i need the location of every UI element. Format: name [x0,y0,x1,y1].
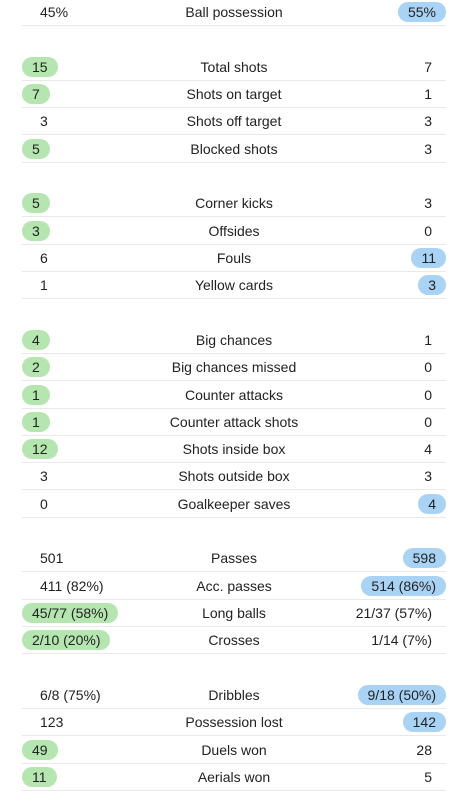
stat-label: Total shots [200,58,268,75]
stat-label: Duels won [201,741,267,758]
away-value: 0 [424,386,432,403]
stat-label: Blocked shots [190,140,278,157]
stat-label: Possession lost [185,714,283,731]
away-value: 3 [424,140,432,157]
stat-row: Shots outside box 3 3 [22,463,446,491]
away-value: 598 [402,548,446,569]
stat-row: Yellow cards 1 3 [22,272,446,300]
stat-label: Shots on target [186,86,282,102]
home-value: 12 [22,439,58,460]
stat-row: Crosses 2/10 (20%) 1/14 (7%) [22,627,446,655]
home-value: 5 [22,193,50,214]
home-value: 3 [40,468,48,485]
home-value: 3 [22,220,50,241]
home-value: 501 [40,550,64,567]
stat-row: Offsides 3 0 [22,218,446,245]
stat-row: Big chances missed 2 0 [22,354,446,382]
away-value: 1 [424,331,432,348]
away-value: 3 [424,468,432,485]
stat-label: Long balls [202,605,266,621]
home-value: 5 [22,138,50,159]
away-value: 1/14 (7%) [371,632,432,649]
home-value: 45% [40,4,69,20]
stat-label: Counter attacks [184,386,284,403]
stat-label: Crosses [208,632,260,649]
stat-row: Counter attacks 1 0 [22,382,446,409]
stat-row: Possession lost 123 142 [22,709,446,737]
home-value: 2/10 (20%) [22,630,111,651]
home-value: 1 [40,277,48,294]
away-value: 55% [397,2,446,22]
home-value: 2 [22,357,50,378]
stat-label: Corner kicks [195,195,273,212]
home-value: 15 [22,56,58,77]
away-value: 3 [424,195,432,212]
stat-row: Acc. passes 411 (82%) 514 (86%) [22,573,446,600]
away-value: 0 [424,359,432,376]
stat-label: Goalkeeper saves [177,495,291,512]
stat-row: Blocked shots 5 3 [22,136,446,163]
away-value: 28 [416,741,432,758]
home-value: 4 [22,329,50,350]
stat-label: Fouls [216,249,252,266]
away-value: 0 [424,222,432,239]
stat-row: Ball possession 45% 55% [22,0,446,26]
away-value: 142 [402,712,446,733]
stat-row: Big chances 4 1 [22,327,446,354]
stat-row: Passes 501 598 [22,545,446,573]
stat-row: Fouls 6 11 [22,245,446,272]
stat-row: Long balls 45/77 (58%) 21/37 (57%) [22,600,446,627]
away-value: 3 [424,113,432,130]
away-value: 11 [411,247,446,268]
stat-label: Dribbles [208,687,260,703]
stat-row: Duels won 49 28 [22,737,446,764]
away-value: 0 [424,413,432,430]
stat-label: Aerials won [197,768,271,785]
away-value: 21/37 (57%) [355,605,432,621]
stat-label: Yellow cards [194,277,274,294]
away-value: 9/18 (50%) [357,685,446,705]
away-value: 1 [424,86,432,102]
stat-label: Shots inside box [182,441,286,458]
stat-row: Total shots 15 7 [22,54,446,81]
stat-label: Big chances [195,331,273,348]
stat-label: Offsides [208,222,260,239]
away-value: 4 [424,441,432,458]
stat-row: Counter attack shots 1 0 [22,409,446,436]
home-value: 6/8 (75%) [40,687,101,703]
stat-row: Aerials won 11 5 [22,764,446,791]
stat-label: Acc. passes [196,577,272,594]
stat-row: Goalkeeper saves 0 4 [22,491,446,518]
stat-row: Shots off target 3 3 [22,108,446,136]
stat-row: Dribbles 6/8 (75%) 9/18 (50%) [22,682,446,709]
stat-label: Ball possession [185,4,283,20]
stat-label: Shots off target [186,113,282,130]
away-value: 4 [418,493,446,514]
home-value: 3 [40,113,48,130]
home-value: 1 [22,411,50,432]
stat-label: Counter attack shots [169,413,299,430]
stat-label: Passes [211,550,257,567]
home-value: 49 [22,739,58,760]
stat-row: Corner kicks 5 3 [22,190,446,218]
away-value: 7 [424,58,432,75]
stat-label: Shots outside box [178,468,290,485]
home-value: 6 [40,249,48,266]
away-value: 514 (86%) [361,575,446,596]
home-value: 0 [40,495,48,512]
home-value: 45/77 (58%) [22,603,119,623]
stat-row: Shots on target 7 1 [22,81,446,108]
stat-row: Shots inside box 12 4 [22,436,446,464]
away-value: 5 [424,768,432,785]
away-value: 3 [418,275,446,296]
home-value: 7 [22,84,50,104]
stat-label: Big chances missed [171,359,297,376]
home-value: 123 [40,714,64,731]
home-value: 411 (82%) [40,577,104,594]
home-value: 11 [22,766,57,787]
home-value: 1 [22,384,50,405]
